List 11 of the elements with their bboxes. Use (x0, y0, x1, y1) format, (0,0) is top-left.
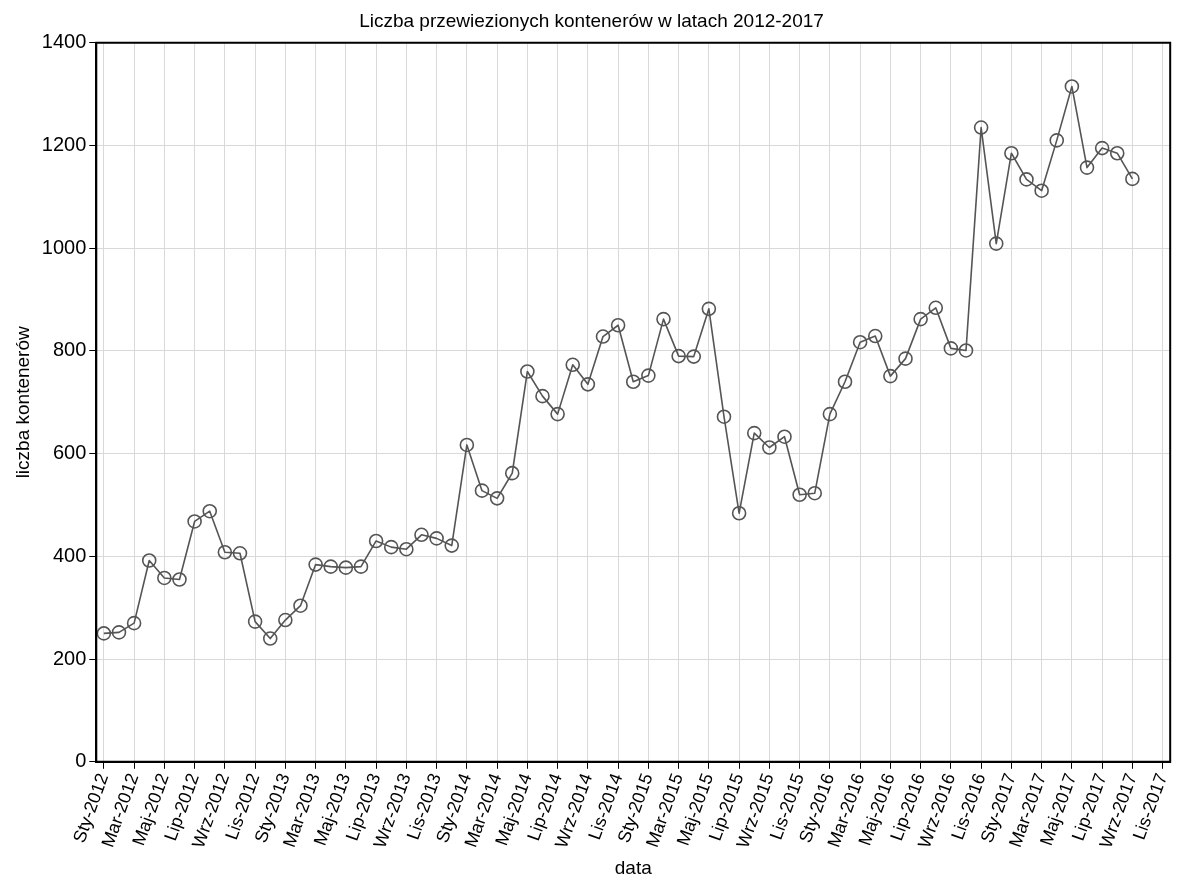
y-tick-label: 800 (52, 338, 87, 361)
y-tick-label: 1400 (41, 30, 87, 53)
y-tick-label: 200 (52, 646, 87, 669)
y-tick-label: 1000 (41, 235, 87, 258)
x-axis-title: data (614, 856, 653, 878)
chart-title: Liczba przewiezionych kontenerów w latach 2012-2017 (359, 9, 824, 31)
y-tick-label: 400 (52, 543, 87, 566)
y-tick-label: 1200 (41, 133, 87, 156)
y-tick-label: 0 (75, 749, 87, 772)
y-axis-title: liczba kontenerów (11, 325, 33, 479)
y-tick-label: 600 (52, 441, 87, 464)
